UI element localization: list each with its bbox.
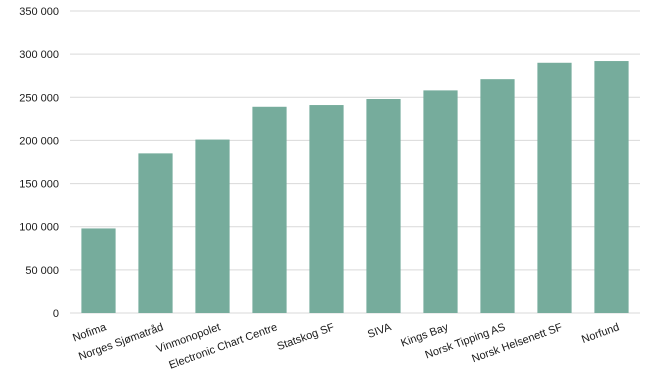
y-tick-label: 200 000 xyxy=(19,135,59,147)
bar xyxy=(309,105,344,314)
y-tick-label: 350 000 xyxy=(19,6,59,18)
x-category-label: Statskog SF xyxy=(276,321,337,353)
y-axis-tick-labels: 0 50 000 100 000 150 000 200 000 250 000 300 0… xyxy=(19,6,59,320)
bars xyxy=(81,61,629,314)
y-tick-label: 250 000 xyxy=(19,92,59,104)
bar xyxy=(81,228,116,313)
y-tick-label: 300 000 xyxy=(19,49,59,61)
bar xyxy=(252,106,287,313)
y-tick-label: 100 000 xyxy=(19,222,59,234)
y-tick-label: 50 000 xyxy=(25,265,59,277)
y-tick-label: 0 xyxy=(53,308,59,320)
bar xyxy=(537,62,572,314)
bar xyxy=(480,79,515,313)
bar xyxy=(366,99,401,313)
y-tick-label: 150 000 xyxy=(19,179,59,191)
bar xyxy=(594,61,629,313)
bar xyxy=(138,153,173,313)
bar xyxy=(423,90,458,313)
x-category-label: Nofima xyxy=(71,321,109,344)
x-category-label: Electronic Chart Centre xyxy=(167,321,279,371)
x-category-label: SIVA xyxy=(366,321,394,341)
bar xyxy=(195,139,230,313)
x-category-label: Norfund xyxy=(580,321,621,346)
